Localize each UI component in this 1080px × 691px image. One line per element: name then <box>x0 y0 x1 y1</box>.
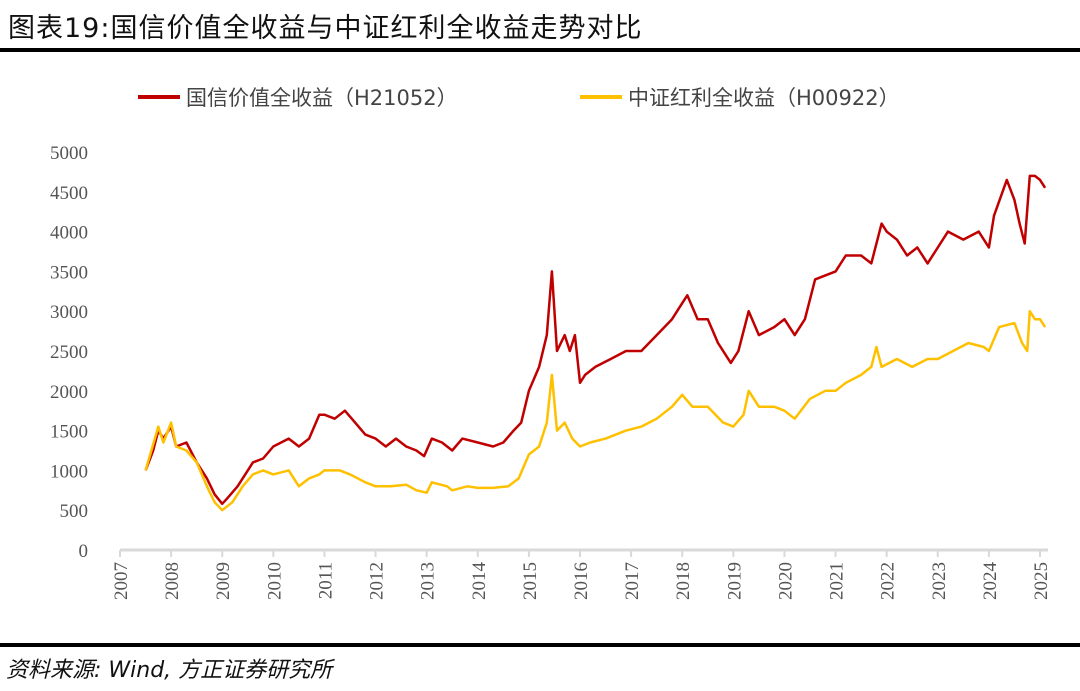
y-tick-label: 2000 <box>50 382 88 403</box>
source-note: 资料来源: Wind, 方正证券研究所 <box>6 658 333 683</box>
title-divider <box>0 48 1080 52</box>
x-tick-label: 2016 <box>571 562 592 600</box>
y-tick-label: 2500 <box>50 342 88 363</box>
x-tick-label: 2020 <box>775 562 796 600</box>
x-tick-label: 2008 <box>162 562 183 600</box>
y-tick-label: 500 <box>60 501 89 522</box>
series-line-h21052 <box>144 174 1047 506</box>
line-chart: 国信价值全收益（H21052） 中证红利全收益（H00922） 0 500 1000 1… <box>50 86 1052 600</box>
y-tick-label: 3000 <box>50 302 88 323</box>
x-tick-label: 2025 <box>1031 562 1052 600</box>
y-tick-label: 1500 <box>50 422 88 443</box>
axes: 0 500 1000 1500 2000 2500 3000 3500 4000 4500 5000… <box>50 143 1052 600</box>
x-tick-label: 2014 <box>469 562 490 601</box>
x-tick-label: 2017 <box>622 562 643 600</box>
x-tick-label: 2013 <box>418 562 439 600</box>
x-tick-label: 2015 <box>520 562 541 600</box>
y-tick-label: 1000 <box>50 461 88 482</box>
y-tick-label: 0 <box>79 541 89 562</box>
x-tick-label: 2010 <box>264 562 285 600</box>
y-tick-label: 5000 <box>50 143 88 164</box>
x-tick-label: 2021 <box>827 562 848 600</box>
legend: 国信价值全收益（H21052） 中证红利全收益（H00922） <box>138 86 900 110</box>
x-tick-label: 2024 <box>980 562 1001 601</box>
x-tick-label: 2018 <box>673 562 694 600</box>
source-divider <box>0 643 1080 647</box>
x-tick-label: 2009 <box>213 562 234 600</box>
x-tick-label: 2022 <box>878 562 899 600</box>
chart-title: 图表19:国信价值全收益与中证红利全收益走势对比 <box>8 13 643 44</box>
x-tick-label: 2023 <box>929 562 950 600</box>
series-lines <box>144 174 1047 512</box>
legend-label: 中证红利全收益（H00922） <box>628 86 900 110</box>
x-tick-label: 2007 <box>111 562 132 600</box>
legend-label: 国信价值全收益（H21052） <box>186 86 458 110</box>
y-tick-label: 3500 <box>50 262 88 283</box>
y-tick-label: 4000 <box>50 223 88 244</box>
series-line-h00922 <box>144 309 1047 512</box>
x-tick-label: 2011 <box>315 562 336 599</box>
x-tick-label: 2012 <box>367 562 388 600</box>
x-tick-label: 2019 <box>724 562 745 600</box>
y-tick-label: 4500 <box>50 183 88 204</box>
